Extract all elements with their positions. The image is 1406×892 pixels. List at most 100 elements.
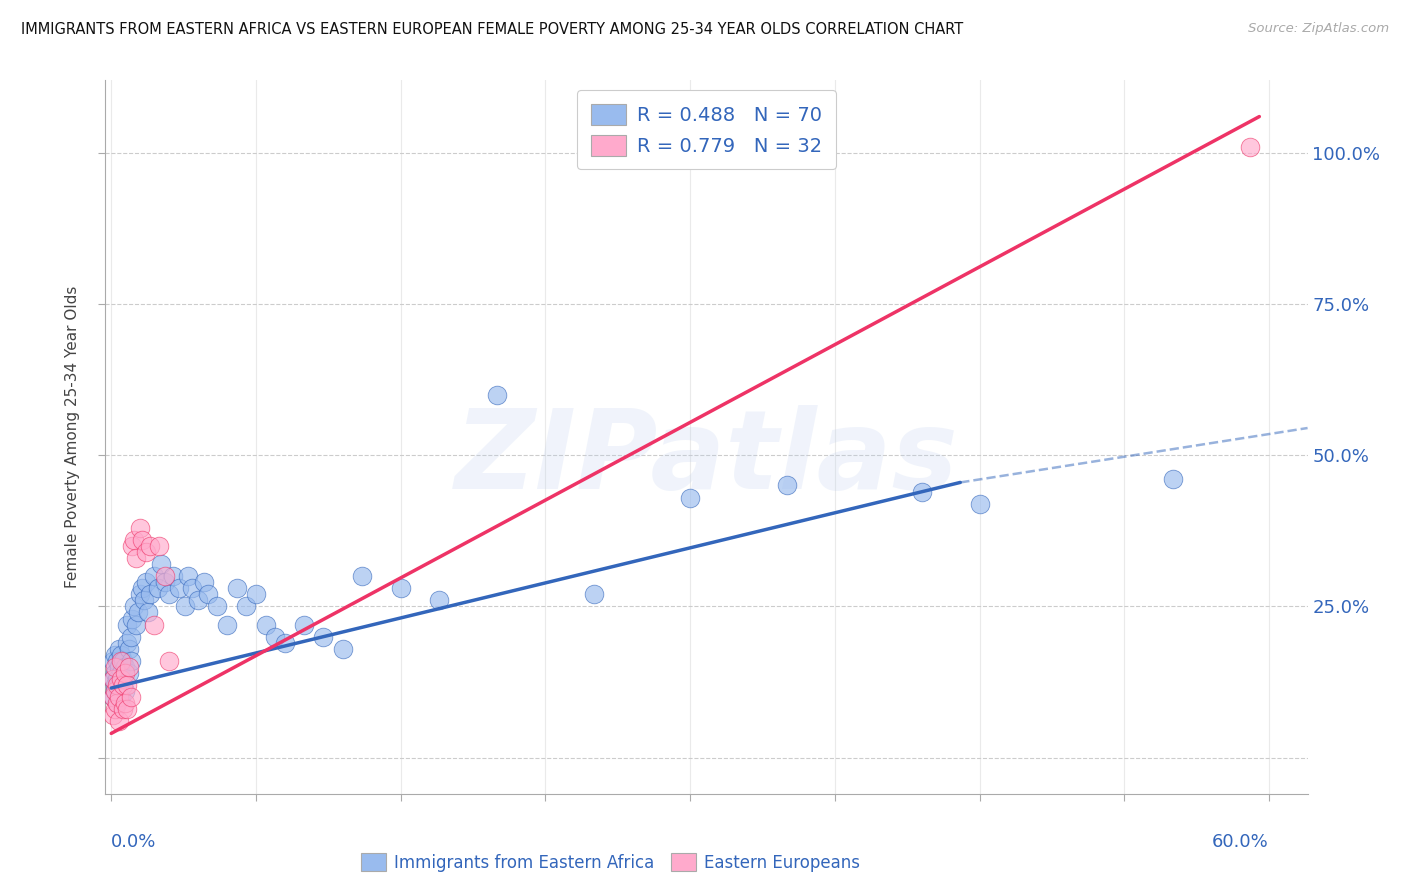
Point: [111, 702, 134, 716]
Point: [121, 539, 143, 553]
Point: [104, 665, 127, 680]
Point: [104, 702, 127, 716]
Point: [312, 630, 335, 644]
Point: [292, 617, 315, 632]
Point: [125, 551, 148, 566]
Point: [108, 641, 131, 656]
Point: [117, 665, 139, 680]
Point: [139, 539, 162, 553]
Point: [131, 581, 153, 595]
Point: [146, 581, 169, 595]
Point: [162, 569, 184, 583]
Point: [114, 665, 136, 680]
Point: [352, 569, 374, 583]
Point: [167, 581, 190, 595]
Point: [105, 654, 128, 668]
Point: [110, 648, 132, 662]
Point: [181, 581, 204, 595]
Point: [108, 660, 131, 674]
Point: [177, 569, 200, 583]
Point: [582, 587, 605, 601]
Legend: Immigrants from Eastern Africa, Eastern Europeans: Immigrants from Eastern Africa, Eastern …: [354, 847, 868, 879]
Point: [1239, 140, 1261, 154]
Point: [193, 575, 215, 590]
Point: [254, 617, 277, 632]
Point: [427, 593, 450, 607]
Point: [115, 702, 138, 716]
Point: [120, 630, 142, 644]
Point: [108, 678, 131, 692]
Point: [136, 606, 159, 620]
Point: [105, 678, 128, 692]
Point: [104, 684, 127, 698]
Point: [679, 491, 702, 505]
Point: [117, 641, 139, 656]
Point: [173, 599, 195, 614]
Point: [111, 678, 134, 692]
Point: [101, 690, 124, 705]
Point: [157, 587, 180, 601]
Point: [101, 654, 124, 668]
Point: [389, 581, 412, 595]
Point: [969, 497, 991, 511]
Point: [264, 630, 287, 644]
Text: ZIPatlas: ZIPatlas: [454, 405, 959, 512]
Point: [155, 575, 177, 590]
Point: [207, 599, 229, 614]
Point: [187, 593, 209, 607]
Point: [274, 636, 297, 650]
Point: [135, 575, 157, 590]
Point: [132, 593, 155, 607]
Point: [104, 678, 127, 692]
Point: [235, 599, 257, 614]
Point: [104, 660, 127, 674]
Point: [139, 587, 162, 601]
Text: 0.0%: 0.0%: [111, 833, 156, 851]
Point: [114, 660, 136, 674]
Point: [142, 569, 165, 583]
Point: [105, 696, 128, 710]
Point: [131, 533, 153, 547]
Point: [110, 672, 132, 686]
Point: [148, 539, 170, 553]
Point: [114, 684, 136, 698]
Point: [121, 611, 143, 625]
Point: [115, 617, 138, 632]
Point: [150, 557, 173, 571]
Point: [911, 484, 934, 499]
Point: [135, 545, 157, 559]
Point: [1161, 472, 1184, 486]
Point: [215, 617, 238, 632]
Point: [157, 654, 180, 668]
Text: 60.0%: 60.0%: [1212, 833, 1270, 851]
Point: [124, 599, 146, 614]
Point: [110, 665, 132, 680]
Point: [197, 587, 219, 601]
Point: [486, 388, 509, 402]
Point: [115, 678, 138, 692]
Point: [104, 648, 127, 662]
Point: [127, 606, 149, 620]
Point: [125, 617, 148, 632]
Point: [105, 696, 128, 710]
Point: [332, 641, 354, 656]
Point: [108, 714, 131, 729]
Point: [111, 654, 134, 668]
Point: [111, 672, 134, 686]
Point: [101, 708, 124, 723]
Point: [108, 690, 131, 705]
Point: [101, 672, 124, 686]
Text: IMMIGRANTS FROM EASTERN AFRICA VS EASTERN EUROPEAN FEMALE POVERTY AMONG 25-34 YE: IMMIGRANTS FROM EASTERN AFRICA VS EASTER…: [21, 22, 963, 37]
Point: [104, 684, 127, 698]
Y-axis label: Female Poverty Among 25-34 Year Olds: Female Poverty Among 25-34 Year Olds: [65, 286, 80, 588]
Point: [114, 696, 136, 710]
Point: [124, 533, 146, 547]
Point: [129, 587, 152, 601]
Point: [101, 690, 124, 705]
Point: [775, 478, 797, 492]
Point: [110, 654, 132, 668]
Point: [225, 581, 247, 595]
Point: [120, 654, 142, 668]
Point: [120, 690, 142, 705]
Point: [110, 690, 132, 705]
